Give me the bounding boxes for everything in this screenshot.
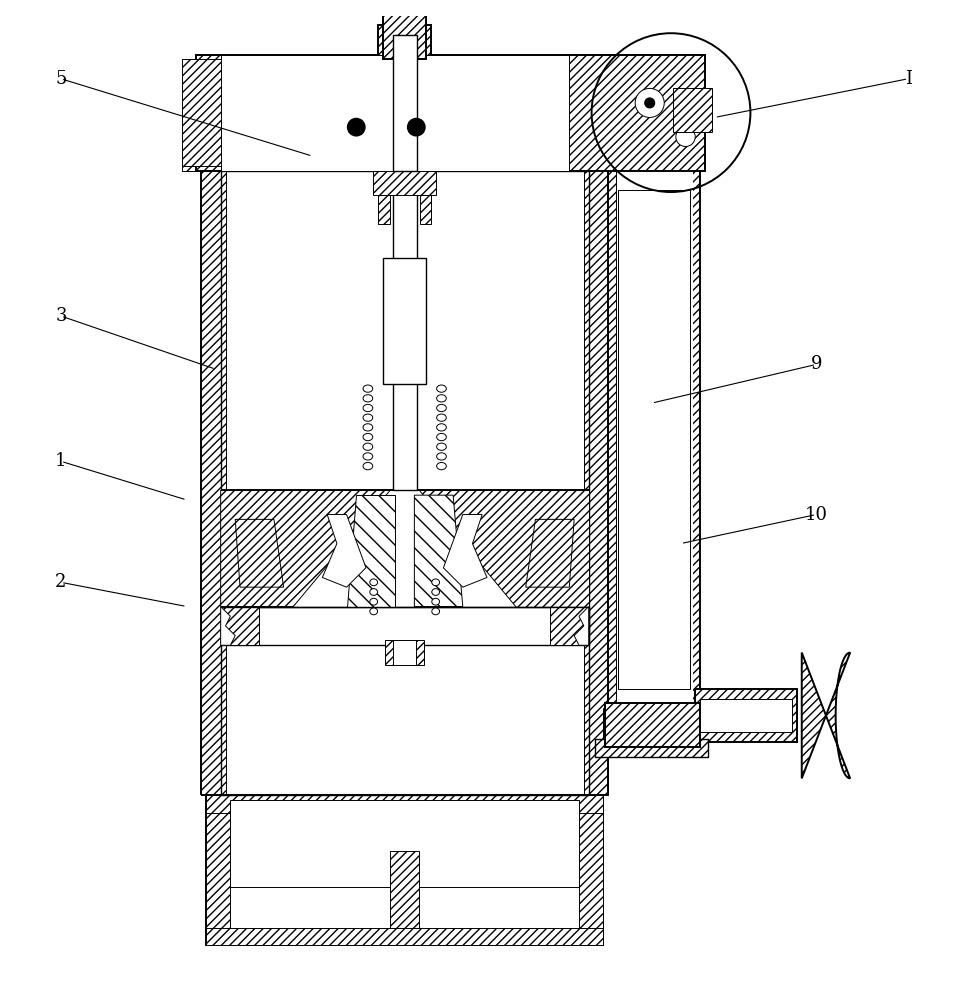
Bar: [182, 59, 226, 166]
Bar: [378, 25, 431, 166]
Polygon shape: [419, 490, 588, 607]
Ellipse shape: [436, 433, 446, 441]
Ellipse shape: [431, 608, 439, 615]
Bar: [384, 6, 426, 59]
Ellipse shape: [363, 395, 373, 402]
Ellipse shape: [370, 579, 378, 586]
Ellipse shape: [431, 589, 439, 595]
Ellipse shape: [363, 414, 373, 421]
Bar: [206, 795, 603, 945]
Bar: [673, 88, 712, 132]
Ellipse shape: [363, 443, 373, 450]
Bar: [579, 795, 603, 945]
Bar: [206, 928, 603, 945]
Bar: [618, 190, 691, 689]
Bar: [202, 55, 226, 795]
Bar: [583, 55, 608, 795]
Bar: [383, 258, 427, 384]
Polygon shape: [347, 495, 395, 607]
Circle shape: [635, 88, 664, 117]
Bar: [206, 795, 603, 813]
Bar: [616, 103, 693, 737]
Ellipse shape: [363, 462, 373, 470]
Bar: [386, 640, 424, 665]
Ellipse shape: [436, 424, 446, 431]
Circle shape: [348, 118, 365, 136]
Ellipse shape: [370, 598, 378, 605]
Ellipse shape: [436, 404, 446, 412]
Ellipse shape: [370, 589, 378, 595]
Ellipse shape: [436, 395, 446, 402]
Text: 1: 1: [56, 452, 66, 470]
Bar: [221, 55, 570, 171]
Polygon shape: [221, 607, 235, 645]
Circle shape: [407, 118, 425, 136]
Polygon shape: [802, 653, 850, 778]
Bar: [393, 171, 417, 490]
Polygon shape: [443, 515, 487, 587]
Ellipse shape: [431, 598, 439, 605]
Ellipse shape: [363, 424, 373, 431]
Bar: [595, 739, 708, 757]
Bar: [603, 708, 700, 747]
Circle shape: [645, 98, 655, 108]
Bar: [373, 171, 436, 195]
Bar: [550, 607, 588, 645]
Polygon shape: [322, 515, 366, 587]
Ellipse shape: [436, 414, 446, 421]
Bar: [391, 851, 419, 928]
Text: 9: 9: [810, 355, 822, 373]
Polygon shape: [235, 519, 283, 587]
Bar: [378, 195, 390, 224]
Bar: [221, 607, 259, 645]
Ellipse shape: [363, 385, 373, 392]
Bar: [603, 117, 700, 161]
Text: 2: 2: [56, 573, 66, 591]
Bar: [695, 689, 797, 742]
Polygon shape: [526, 519, 574, 587]
Bar: [231, 800, 579, 887]
Ellipse shape: [431, 579, 439, 586]
Text: 3: 3: [56, 307, 66, 325]
Polygon shape: [221, 490, 391, 607]
Bar: [603, 55, 700, 93]
Polygon shape: [182, 147, 202, 171]
Ellipse shape: [436, 443, 446, 450]
Text: I: I: [905, 70, 912, 88]
Bar: [206, 795, 231, 945]
Bar: [197, 55, 705, 171]
Ellipse shape: [436, 385, 446, 392]
Ellipse shape: [363, 453, 373, 460]
Ellipse shape: [363, 433, 373, 441]
Bar: [221, 607, 588, 645]
Ellipse shape: [363, 404, 373, 412]
Polygon shape: [574, 607, 588, 645]
Ellipse shape: [370, 608, 378, 615]
Bar: [393, 35, 417, 171]
Bar: [605, 703, 700, 747]
Text: 5: 5: [56, 70, 66, 88]
Text: 10: 10: [805, 506, 828, 524]
Polygon shape: [414, 495, 463, 607]
Bar: [603, 55, 700, 747]
Ellipse shape: [436, 453, 446, 460]
Ellipse shape: [436, 462, 446, 470]
Circle shape: [676, 127, 695, 147]
Bar: [420, 195, 431, 224]
Bar: [700, 699, 792, 732]
Bar: [393, 640, 416, 665]
